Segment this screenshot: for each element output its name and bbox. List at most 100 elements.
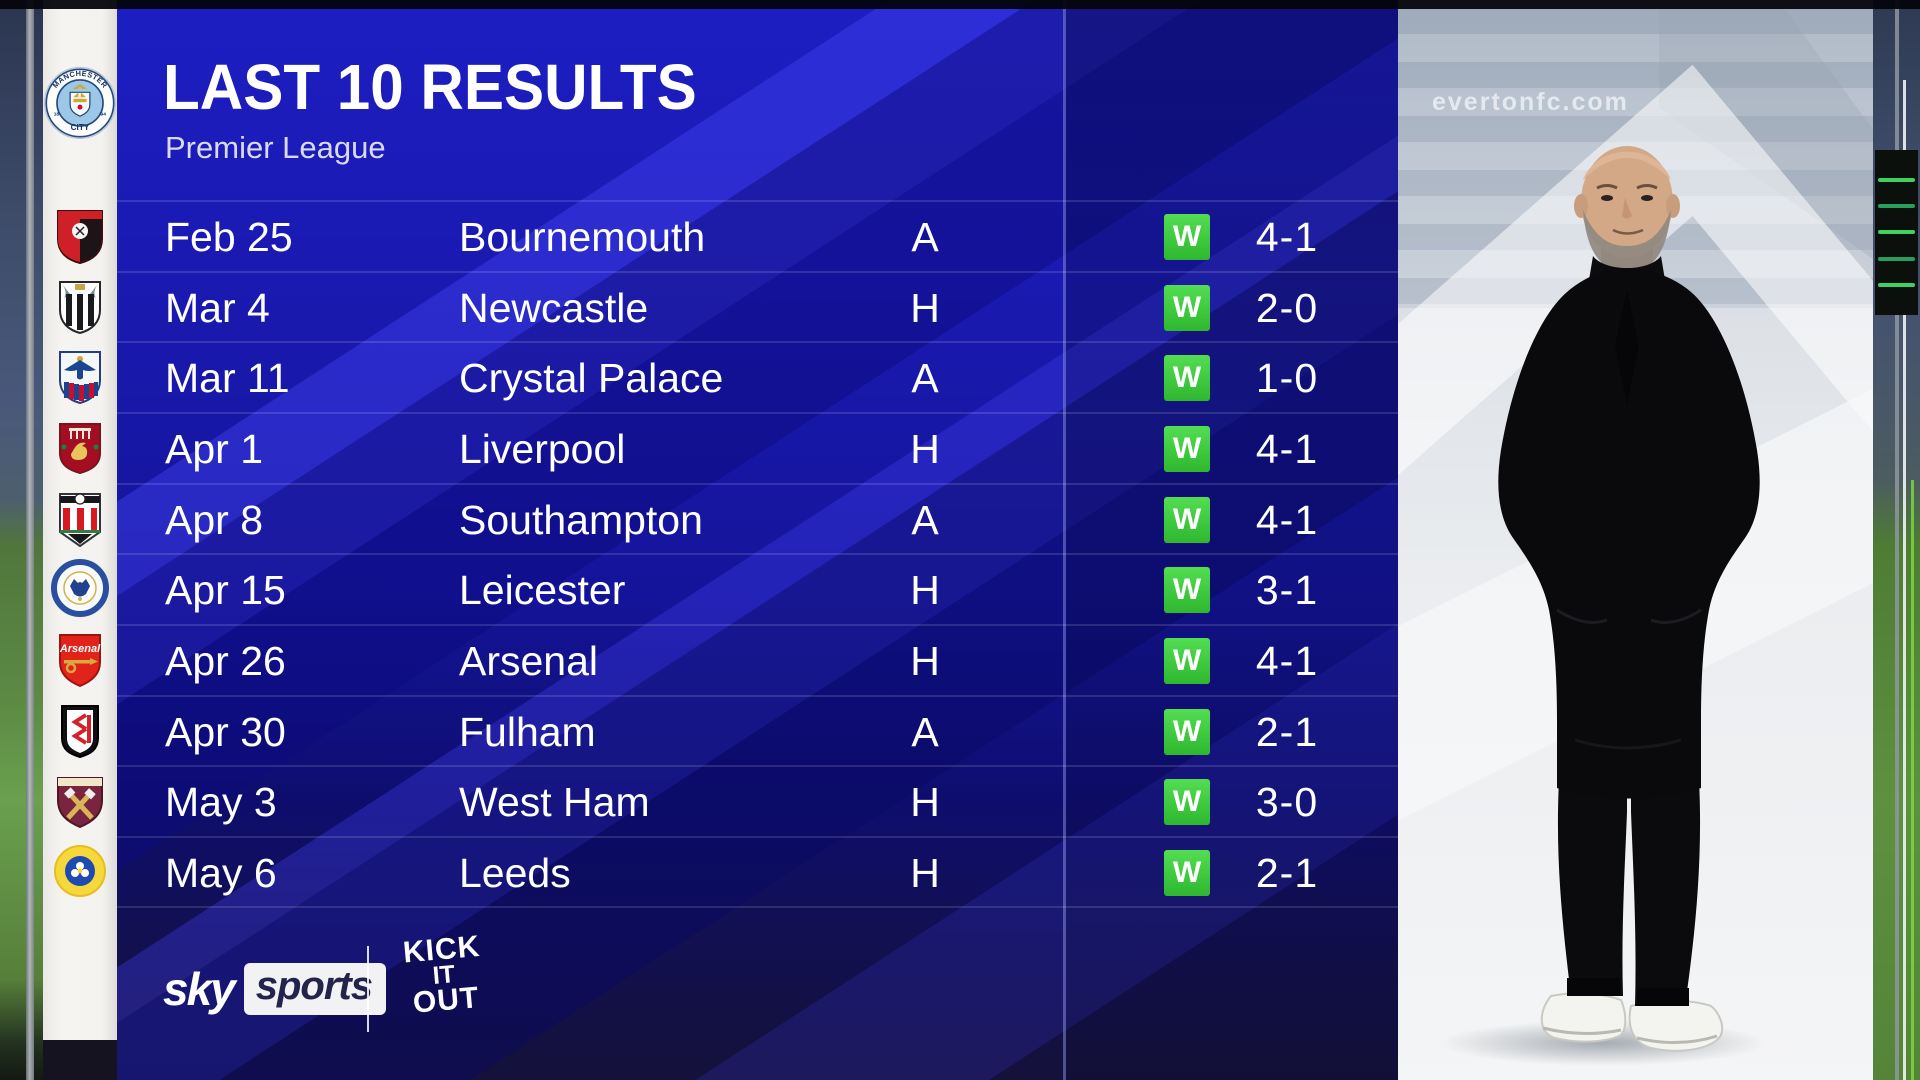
- scoreboard-text-line: [1878, 230, 1915, 235]
- win-badge: W: [1164, 426, 1210, 472]
- win-badge: W: [1164, 709, 1210, 755]
- result-date: May 6: [165, 850, 277, 896]
- result-score: 1-0: [1255, 355, 1319, 401]
- scoreboard-text-line: [1878, 178, 1915, 183]
- result-score: 4-1: [1255, 426, 1319, 472]
- result-opponent: Crystal Palace: [459, 355, 724, 401]
- result-venue: H: [910, 638, 940, 684]
- bournemouth-badge-icon: [57, 210, 103, 265]
- goalpost-icon: [1903, 80, 1906, 1080]
- result-opponent: Liverpool: [459, 426, 626, 472]
- win-badge: W: [1164, 285, 1210, 331]
- result-score: 2-1: [1255, 850, 1319, 896]
- result-venue: A: [911, 355, 939, 401]
- sky-logo-text: sky: [163, 963, 236, 1015]
- win-badge: W: [1164, 497, 1210, 543]
- result-venue: A: [911, 709, 939, 755]
- sky-sports-logo: sky sports: [163, 962, 386, 1016]
- fulham-badge-icon: [61, 705, 99, 759]
- results-panel: LAST 10 RESULTS Premier League Feb 25 Bo…: [117, 0, 1398, 1080]
- result-date: Apr 1: [165, 426, 263, 472]
- result-row: Apr 15 Leicester H W 3-1: [117, 553, 1398, 625]
- result-row: Apr 26 Arsenal H W 4-1: [117, 624, 1398, 696]
- win-badge: W: [1164, 214, 1210, 260]
- win-badge: W: [1164, 355, 1210, 401]
- manager-photo-panel: evertonfc.com: [1398, 0, 1873, 1080]
- result-row: May 3 West Ham H W 3-0: [117, 765, 1398, 837]
- result-row: Apr 8 Southampton A W 4-1: [117, 483, 1398, 555]
- result-venue: A: [911, 497, 939, 543]
- result-opponent: Fulham: [459, 709, 596, 755]
- result-row: Apr 30 Fulham A W 2-1: [117, 695, 1398, 767]
- result-opponent: Newcastle: [459, 285, 649, 331]
- southampton-badge-icon: [59, 493, 101, 548]
- result-date: Apr 26: [165, 638, 286, 684]
- result-score: 4-1: [1255, 638, 1319, 684]
- pitch-line: [1911, 480, 1914, 1080]
- badge-founded-right: 94: [101, 111, 107, 117]
- badge-founded-left: 18: [54, 111, 60, 117]
- video-top-edge: [0, 0, 1920, 9]
- goalpost-icon: [26, 0, 34, 1080]
- result-opponent: Southampton: [459, 497, 703, 543]
- result-score: 3-1: [1255, 567, 1319, 613]
- sports-logo-text: sports: [243, 963, 386, 1015]
- result-row: May 6 Leeds H W 2-1: [117, 836, 1398, 908]
- newcastle-badge-icon: [59, 281, 101, 335]
- result-row: Mar 4 Newcastle H W 2-0: [117, 271, 1398, 343]
- result-row: Feb 25 Bournemouth A W 4-1: [117, 200, 1398, 272]
- scoreboard-text-line: [1878, 282, 1915, 287]
- result-date: Apr 8: [165, 497, 263, 543]
- win-badge: W: [1164, 779, 1210, 825]
- table-bottom-line: [117, 906, 1398, 908]
- win-badge: W: [1164, 850, 1210, 896]
- footer-divider: [367, 946, 369, 1032]
- result-opponent: Bournemouth: [459, 214, 706, 260]
- score-column-shade: [1064, 0, 1398, 1080]
- result-date: Mar 11: [165, 355, 290, 401]
- result-venue: H: [910, 567, 940, 613]
- result-date: Feb 25: [165, 214, 293, 260]
- kick-it-out-logo: KICK IT OUT: [389, 930, 502, 1045]
- competition-subtitle: Premier League: [165, 130, 386, 165]
- page-title: LAST 10 RESULTS: [163, 51, 697, 123]
- result-score: 2-0: [1255, 285, 1319, 331]
- scoreboard-text-line: [1878, 256, 1915, 261]
- stadium-watermark-text: evertonfc.com: [1432, 88, 1629, 116]
- result-venue: H: [910, 850, 940, 896]
- stadium-video-right: [1873, 0, 1920, 1080]
- badge-arc-bottom-text: CITY: [71, 123, 90, 132]
- result-score: 4-1: [1255, 214, 1319, 260]
- arsenal-badge-text: Arsenal: [59, 643, 101, 655]
- stadium-scoreboard: [1875, 150, 1918, 315]
- stadium-video-left: [0, 0, 43, 1080]
- result-venue: H: [910, 285, 940, 331]
- result-date: Apr 30: [165, 709, 286, 755]
- result-opponent: Arsenal: [459, 638, 599, 684]
- arsenal-badge-icon: Arsenal: [59, 634, 101, 688]
- west-ham-badge-icon: [57, 777, 103, 829]
- result-date: Mar 4: [165, 285, 270, 331]
- goalpost-stanchion-icon: [1895, 0, 1899, 1080]
- win-badge: W: [1164, 567, 1210, 613]
- result-score: 3-0: [1255, 779, 1319, 825]
- result-date: Apr 15: [165, 567, 286, 613]
- club-badge-rail: MANCHESTER 18 94 CITY: [43, 0, 118, 1080]
- result-venue: H: [910, 779, 940, 825]
- result-row: Mar 11 Crystal Palace A W 1-0: [117, 341, 1398, 413]
- pep-guardiola-figure: [1498, 146, 1760, 1052]
- manchester-city-badge-icon: MANCHESTER 18 94 CITY: [44, 67, 116, 139]
- result-score: 4-1: [1255, 497, 1319, 543]
- result-opponent: Leicester: [459, 567, 626, 613]
- result-opponent: Leeds: [459, 850, 571, 896]
- liverpool-badge-icon: [59, 423, 101, 475]
- leeds-badge-icon: [54, 845, 106, 897]
- leicester-badge-icon: [51, 559, 109, 617]
- column-divider: [1063, 0, 1066, 1080]
- crystal-palace-badge-icon: [59, 351, 101, 405]
- result-venue: A: [911, 214, 939, 260]
- win-badge: W: [1164, 638, 1210, 684]
- result-opponent: West Ham: [459, 779, 650, 825]
- result-date: May 3: [165, 779, 277, 825]
